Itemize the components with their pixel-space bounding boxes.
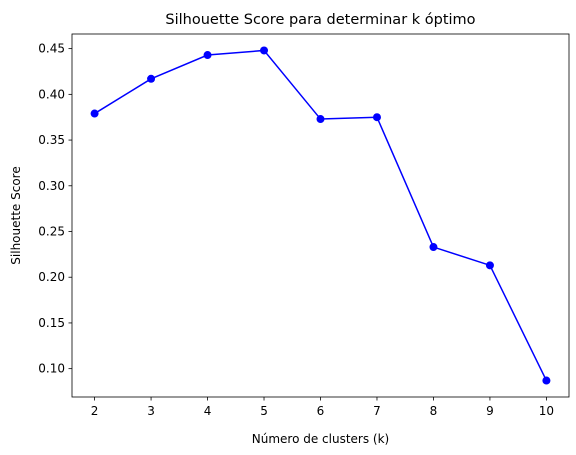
chart-title: Silhouette Score para determinar k óptim… (165, 12, 475, 28)
x-tick-label: 5 (260, 404, 268, 418)
plot-area (72, 34, 569, 397)
data-point-k-10 (542, 376, 551, 385)
y-tick-label: 0.35 (38, 133, 65, 147)
y-tick-label: 0.30 (38, 179, 65, 193)
data-point-k-7 (372, 113, 381, 122)
x-tick-label: 6 (317, 404, 325, 418)
series-points (90, 46, 551, 385)
y-tick-label: 0.10 (38, 362, 65, 376)
y-tick-label: 0.25 (38, 225, 65, 239)
y-tick-label: 0.20 (38, 270, 65, 284)
data-point-k-3 (147, 74, 156, 83)
y-tick-label: 0.15 (38, 316, 65, 330)
y-tick-label: 0.45 (38, 42, 65, 56)
x-tick-label: 7 (373, 404, 381, 418)
x-tick-label: 8 (430, 404, 438, 418)
y-tick-label: 0.40 (38, 87, 65, 101)
y-axis-ticks: 0.10 0.15 0.20 0.25 0.30 0.35 0.40 0.45 (38, 42, 72, 376)
data-point-k-5 (260, 46, 269, 55)
data-point-k-4 (203, 51, 212, 60)
plot-frame (71, 33, 570, 398)
x-tick-label: 3 (147, 404, 155, 418)
x-axis-ticks: 2 3 4 5 6 7 8 9 10 (91, 397, 554, 418)
x-tick-label: 9 (486, 404, 494, 418)
x-axis-label: Número de clusters (k) (252, 432, 389, 446)
data-point-k-9 (485, 261, 494, 270)
data-point-k-2 (90, 109, 99, 118)
data-point-k-8 (429, 243, 438, 252)
x-tick-label: 2 (91, 404, 99, 418)
x-tick-label: 10 (539, 404, 554, 418)
data-point-k-6 (316, 115, 325, 124)
x-tick-label: 4 (204, 404, 212, 418)
y-axis-label: Silhouette Score (9, 166, 23, 264)
